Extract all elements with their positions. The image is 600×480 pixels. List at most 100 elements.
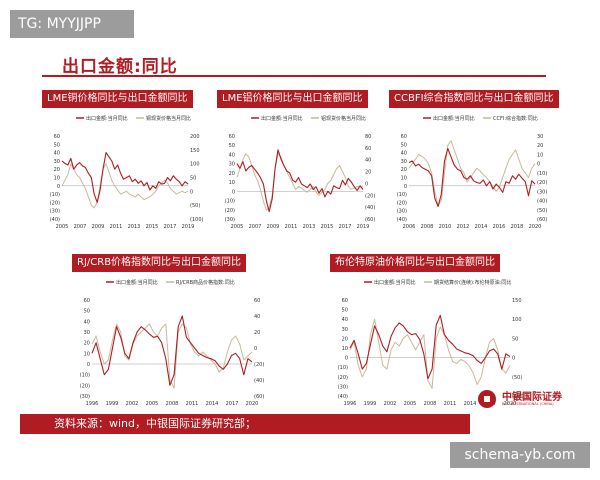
legend-label: 铝现货价格当月同比 xyxy=(321,115,366,122)
y-right-tick: 20 xyxy=(254,330,260,336)
x-tick: 1999 xyxy=(106,401,119,407)
x-tick: 2020 xyxy=(504,401,517,407)
y-left-tick: 40 xyxy=(342,317,348,323)
slide-title: 出口金额:同比 xyxy=(62,57,178,77)
chart-svg: 出口金额:当月同比 CCFI:综合指数:同比6050403020100(10)(2… xyxy=(397,115,548,230)
y-right-tick: 50 xyxy=(190,176,196,182)
boc-logo-icon xyxy=(478,390,496,408)
y-right-tick: (40) xyxy=(254,378,264,384)
y-right-tick: 60 xyxy=(365,146,371,152)
chart-lme-copper: LME铜价格同比与出口金额同比 出口金额:当月同比 铜现货价格当月同比 60 50 40 3… xyxy=(42,90,204,235)
y-left-tick: 60 xyxy=(229,134,235,140)
x-tick: 2007 xyxy=(249,224,262,230)
x-tick: 1999 xyxy=(364,401,377,407)
x-tick: 2020 xyxy=(529,224,542,230)
y-right-tick: (20) xyxy=(537,180,547,186)
y-left-tick: 50 xyxy=(342,308,348,314)
x-tick: 2013 xyxy=(303,224,316,230)
x-tick: 2011 xyxy=(444,401,457,407)
y-right-tick: 0 xyxy=(190,189,193,195)
logo-name: 中银国际证券 xyxy=(502,392,562,403)
y-left-tick: (40) xyxy=(338,394,348,400)
bottom-watermark: schema-yb.com xyxy=(450,442,590,468)
y-right-tick: 100 xyxy=(512,317,522,323)
y-left-tick: (20) xyxy=(50,200,60,206)
price-yoy-line xyxy=(408,140,536,206)
chart-brent-oil: 布伦特原油价格同比与出口金额同比 出口金额:当月同比 期货结算价(连续):布伦特原油… xyxy=(330,254,526,412)
price-yoy-line xyxy=(236,153,364,211)
x-tick: 2011 xyxy=(186,401,199,407)
y-left-tick: (20) xyxy=(338,375,348,381)
y-left-tick: (30) xyxy=(50,209,60,215)
y-left-tick: 20 xyxy=(54,167,60,173)
y-left-tick: 0 xyxy=(404,184,407,190)
y-left-tick: (40) xyxy=(397,217,407,223)
x-tick: 2002 xyxy=(384,401,397,407)
title-divider xyxy=(42,75,546,77)
export-yoy-line xyxy=(61,152,189,203)
x-tick: 2008 xyxy=(166,401,179,407)
y-right-tick: (100) xyxy=(512,394,525,400)
y-left-tick: (20) xyxy=(397,200,407,206)
y-right-tick: 150 xyxy=(190,148,200,154)
y-left-tick: 30 xyxy=(54,159,60,165)
chart-title: 布伦特原油价格同比与出口金额同比 xyxy=(330,254,500,272)
chart-lme-aluminum: LME铝价格同比与出口金额同比 出口金额:当月同比 铝现货价格当月同比 60 50 40 3… xyxy=(217,90,379,235)
y-right-tick: 0 xyxy=(512,356,515,362)
y-left-tick: (20) xyxy=(80,383,90,389)
y-right-tick: (60) xyxy=(537,217,547,223)
y-left-tick: 60 xyxy=(84,298,90,304)
y-left-tick: 30 xyxy=(84,330,90,336)
y-right-tick: 80 xyxy=(365,134,371,140)
y-left-tick: 50 xyxy=(54,142,60,148)
y-right-tick: 50 xyxy=(512,336,518,342)
chart-svg: 出口金额:当月同比 铜现货价格当月同比6050403020100(10)(20)(… xyxy=(50,115,204,230)
x-tick: 2010 xyxy=(439,224,452,230)
y-left-tick: 30 xyxy=(401,159,407,165)
y-right-tick: (50) xyxy=(512,375,522,381)
x-tick: 2014 xyxy=(464,401,477,407)
legend-label: RJ/CRB商品价格指数:同比 xyxy=(176,279,235,286)
x-tick: 2020 xyxy=(246,401,259,407)
y-left-tick: 20 xyxy=(84,341,90,347)
y-right-tick: (20) xyxy=(365,193,375,199)
y-right-tick: (10) xyxy=(537,171,547,177)
chart-title: RJ/CRB价格指数同比与出口金额同比 xyxy=(72,254,247,272)
y-left-tick: 30 xyxy=(342,327,348,333)
x-tick: 2009 xyxy=(92,224,105,230)
x-tick: 2005 xyxy=(231,224,244,230)
y-left-tick: 40 xyxy=(229,152,235,158)
y-left-tick: 50 xyxy=(84,309,90,315)
chart-ccbfi: CCBFI综合指数同比与出口金额同比 出口金额:当月同比 CCFI:综合指数:同比 6… xyxy=(389,90,559,235)
y-right-tick: 0 xyxy=(537,162,540,168)
y-left-tick: (40) xyxy=(50,217,60,223)
y-right-tick: 40 xyxy=(365,158,371,164)
y-left-tick: 10 xyxy=(342,346,348,352)
y-left-tick: 20 xyxy=(401,167,407,173)
x-tick: 2006 xyxy=(403,224,416,230)
y-left-tick: (10) xyxy=(50,192,60,198)
y-right-tick: 20 xyxy=(365,170,371,176)
legend-label: CCFI:综合指数:同比 xyxy=(493,115,538,122)
y-left-tick: 10 xyxy=(229,180,235,186)
y-right-tick: 0 xyxy=(254,346,257,352)
y-right-tick: (20) xyxy=(254,362,264,368)
x-tick: 2009 xyxy=(267,224,280,230)
x-tick: 2005 xyxy=(404,401,417,407)
x-tick: 2019 xyxy=(182,224,195,230)
source-text: 资料来源：wind，中银国际证券研究部； xyxy=(54,417,257,430)
y-left-tick: 10 xyxy=(54,176,60,182)
legend-label: 出口金额:当月同比 xyxy=(116,279,158,286)
y-left-tick: (10) xyxy=(397,192,407,198)
y-left-tick: 0 xyxy=(57,184,60,190)
export-yoy-line xyxy=(91,315,253,386)
x-tick: 2005 xyxy=(146,401,159,407)
x-tick: 2015 xyxy=(146,224,159,230)
legend-label: 出口金额:当月同比 xyxy=(374,279,416,286)
y-left-tick: (30) xyxy=(80,394,90,400)
chart-svg: 出口金额:当月同比 铝现货价格当月同比 60 50 40 30 20 10 0 (10) (20) (… xyxy=(225,115,376,230)
x-tick: 2011 xyxy=(285,224,298,230)
chart-title: LME铜价格同比与出口金额同比 xyxy=(42,90,193,108)
y-right-tick: 20 xyxy=(537,143,543,149)
chart-svg: 出口金额:当月同比 期货结算价(连续):布伦特原油:同比6050403020100… xyxy=(338,279,526,407)
